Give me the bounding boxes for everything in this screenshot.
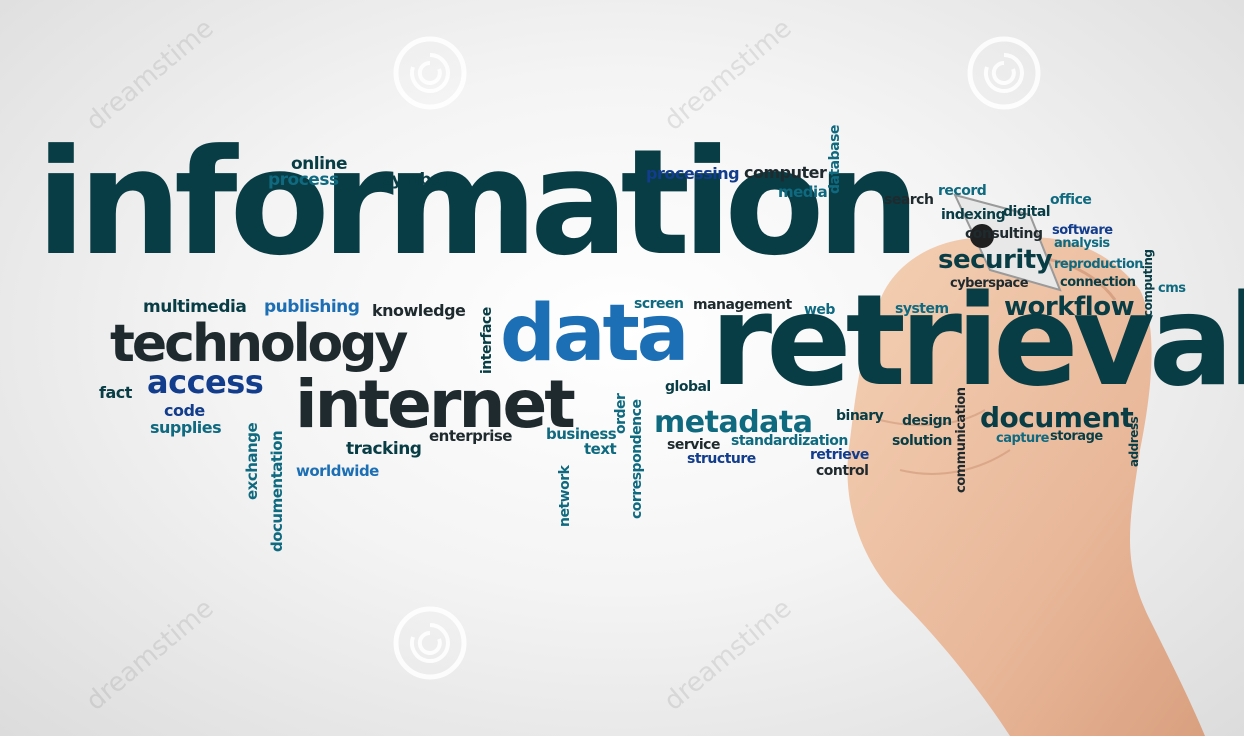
- word-worldwide: worldwide: [296, 462, 379, 480]
- word-address: address: [1127, 416, 1141, 467]
- word-design: design: [902, 413, 952, 429]
- word-control: control: [816, 463, 869, 479]
- word-web: web: [804, 302, 835, 318]
- word-cyberspace: cyberspace: [950, 276, 1029, 291]
- word-retrieve: retrieve: [810, 447, 869, 463]
- word-reproduction: reproduction: [1054, 257, 1144, 272]
- word-indexing: indexing: [941, 207, 1006, 223]
- word-enterprise: enterprise: [429, 427, 512, 445]
- word-technology: technology: [110, 314, 408, 374]
- word-binary: binary: [836, 408, 884, 424]
- word-tracking: tracking: [346, 439, 422, 459]
- word-business: business: [546, 425, 617, 443]
- watermark-logo: [967, 36, 1041, 110]
- word-computer: computer: [744, 163, 827, 182]
- word-retrieval: retrieval: [710, 267, 1244, 414]
- word-screen: screen: [634, 296, 684, 312]
- watermark-logo: [393, 606, 467, 680]
- word-capture: capture: [996, 431, 1049, 446]
- word-service: service: [667, 437, 720, 453]
- watermark-logo: [393, 36, 467, 110]
- word-global: global: [665, 379, 711, 395]
- word-analysis: analysis: [1054, 236, 1110, 251]
- word-solution: solution: [892, 433, 952, 449]
- word-management: management: [693, 297, 792, 313]
- word-digital: digital: [1003, 204, 1051, 220]
- word-fact: fact: [99, 383, 132, 402]
- word-software: software: [1052, 223, 1113, 238]
- word-interface: interface: [479, 307, 495, 374]
- marker-tip: [970, 224, 994, 248]
- word-media: media: [778, 183, 828, 201]
- word-office: office: [1050, 192, 1092, 208]
- word-computing: computing: [1141, 249, 1155, 317]
- word-record: record: [938, 183, 987, 199]
- word-multimedia: multimedia: [143, 297, 247, 317]
- word-consulting: consulting: [965, 226, 1043, 242]
- word-symbol: symbol: [382, 170, 448, 190]
- word-security: security: [938, 245, 1053, 275]
- word-online: online: [291, 154, 348, 174]
- word-exchange: exchange: [243, 422, 261, 500]
- word-order: order: [613, 393, 629, 434]
- word-correspondence: correspondence: [629, 399, 645, 519]
- word-structure: structure: [687, 451, 756, 467]
- word-search: search: [884, 192, 934, 208]
- word-access: access: [147, 363, 264, 401]
- word-information: information: [36, 118, 921, 288]
- word-storage: storage: [1050, 429, 1103, 444]
- word-standardization: standardization: [731, 433, 848, 449]
- word-network: network: [557, 465, 573, 527]
- word-processing: processing: [646, 164, 740, 183]
- word-data: data: [500, 289, 689, 379]
- word-system: system: [895, 301, 949, 317]
- word-metadata: metadata: [654, 405, 813, 440]
- word-publishing: publishing: [264, 297, 360, 317]
- word-supplies: supplies: [150, 418, 222, 437]
- word-document: document: [980, 401, 1134, 434]
- word-process: process: [268, 170, 339, 190]
- word-connection: connection: [1060, 275, 1136, 290]
- word-internet: internet: [295, 366, 576, 443]
- word-workflow: workflow: [1004, 292, 1135, 322]
- word-knowledge: knowledge: [372, 301, 466, 320]
- hand-shape: [847, 237, 1205, 736]
- word-text: text: [584, 440, 617, 458]
- word-documentation: documentation: [268, 430, 286, 552]
- word-database: database: [827, 125, 843, 194]
- word-cms: cms: [1158, 281, 1186, 296]
- word-code: code: [164, 401, 205, 420]
- word-communication: communication: [954, 387, 969, 493]
